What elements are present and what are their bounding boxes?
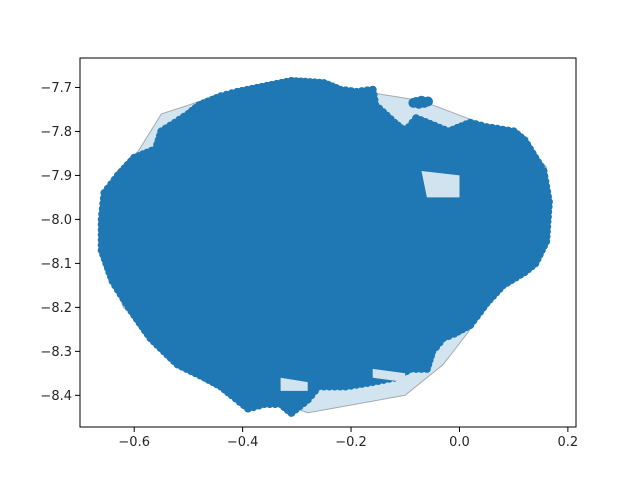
y-tick-label: −7.9 bbox=[40, 169, 72, 184]
data-point bbox=[325, 382, 334, 391]
x-tick-label: 0.0 bbox=[449, 435, 470, 450]
y-tick-label: −8.2 bbox=[40, 301, 72, 316]
y-tick-label: −8.3 bbox=[40, 345, 72, 360]
axes-frame bbox=[79, 57, 577, 428]
x-tick-label: −0.4 bbox=[227, 435, 259, 450]
y-tick-label: −8.0 bbox=[40, 213, 72, 228]
point-cluster bbox=[408, 95, 433, 109]
y-tick-label: −8.1 bbox=[40, 257, 72, 272]
x-axis: −0.6 −0.4 −0.2 0.0 0.2 bbox=[118, 427, 578, 450]
y-tick-label: −7.7 bbox=[40, 81, 72, 96]
y-tick-label: −8.4 bbox=[40, 389, 72, 404]
cloud-gap bbox=[280, 377, 308, 391]
point-cloud-edge-markers bbox=[97, 76, 553, 417]
x-tick-label: 0.2 bbox=[558, 435, 579, 450]
cloud-gap bbox=[421, 171, 460, 198]
data-point bbox=[282, 77, 291, 86]
x-tick-label: −0.2 bbox=[335, 435, 367, 450]
y-axis: −7.7 −7.8 −7.9 −8.0 −8.1 −8.2 −8.3 −8.4 bbox=[40, 81, 80, 404]
cloud-gap bbox=[372, 368, 406, 383]
x-tick-label: −0.6 bbox=[118, 435, 150, 450]
y-tick-label: −7.8 bbox=[40, 125, 72, 140]
data-point bbox=[411, 97, 422, 107]
data-point bbox=[276, 400, 285, 409]
